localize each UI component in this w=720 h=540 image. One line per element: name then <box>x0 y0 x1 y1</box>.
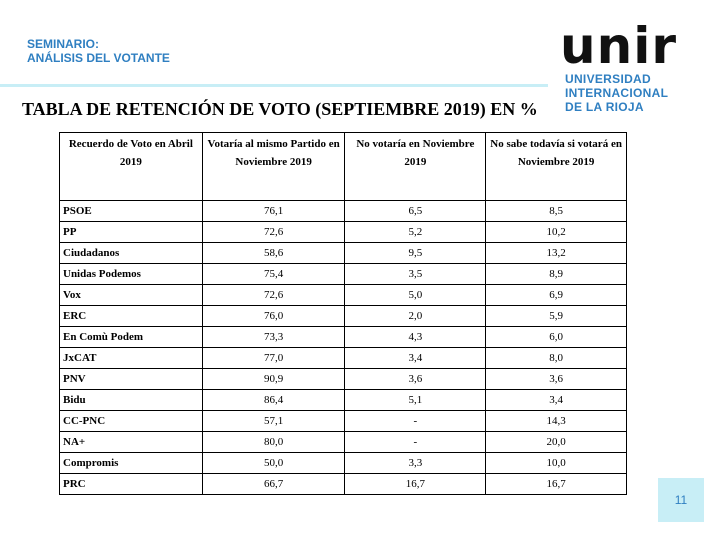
header-divider <box>0 84 548 87</box>
undecided-cell: 8,0 <box>485 347 627 369</box>
party-cell: Bidu <box>59 389 203 411</box>
column-header-not-vote: No votaría en Noviembre 2019 <box>344 132 487 201</box>
logo-line-2: INTERNACIONAL <box>565 86 669 100</box>
seminar-label: SEMINARIO: <box>27 37 99 51</box>
column-header-vote-recall: Recuerdo de Voto en Abril 2019 <box>59 132 203 201</box>
table-row: Unidas Podemos 75,4 3,5 8,9 <box>59 263 627 285</box>
not-vote-cell: 2,0 <box>344 305 487 327</box>
same-party-cell: 76,1 <box>201 200 346 222</box>
not-vote-cell: - <box>344 410 487 432</box>
not-vote-cell: 16,7 <box>344 473 487 495</box>
slide-title: TABLA DE RETENCIÓN DE VOTO (SEPTIEMBRE 2… <box>22 99 538 119</box>
party-cell: Vox <box>59 284 203 306</box>
table-row: PP 72,6 5,2 10,2 <box>59 221 627 243</box>
table-body: PSOE 76,1 6,5 8,5 PP 72,6 5,2 10,2 Ciudadanos 58,… <box>59 200 627 495</box>
column-header-undecided: No sabe todavía si votará en Noviembre 2… <box>485 132 627 201</box>
table-row: CC-PNC 57,1-14,3 <box>59 410 627 432</box>
party-cell: CC-PNC <box>59 410 203 432</box>
table-row: Compromis 50,0 3,3 10,0 <box>59 452 627 474</box>
table-row: Vox 72,6 5,0 6,9 <box>59 284 627 306</box>
undecided-cell: 6,0 <box>485 326 627 348</box>
retention-table: Recuerdo de Voto en Abril 2019 Votaría a… <box>59 132 627 495</box>
party-cell: PNV <box>59 368 203 390</box>
same-party-cell: 76,0 <box>201 305 346 327</box>
same-party-cell: 72,6 <box>201 221 346 243</box>
party-cell: NA+ <box>59 431 203 453</box>
undecided-cell: 10,2 <box>485 221 627 243</box>
party-cell: ERC <box>59 305 203 327</box>
same-party-cell: 50,0 <box>201 452 346 474</box>
undecided-cell: 8,5 <box>485 200 627 222</box>
undecided-cell: 3,6 <box>485 368 627 390</box>
table-row: PSOE 76,1 6,5 8,5 <box>59 200 627 222</box>
logo-wordmark: unir <box>560 17 677 75</box>
same-party-cell: 75,4 <box>201 263 346 285</box>
same-party-cell: 86,4 <box>201 389 346 411</box>
table-header-row: Recuerdo de Voto en Abril 2019 Votaría a… <box>59 132 627 201</box>
party-cell: PRC <box>59 473 203 495</box>
same-party-cell: 80,0 <box>201 431 346 453</box>
same-party-cell: 57,1 <box>201 410 346 432</box>
not-vote-cell: 3,6 <box>344 368 487 390</box>
undecided-cell: 3,4 <box>485 389 627 411</box>
not-vote-cell: - <box>344 431 487 453</box>
table-row: En Comù Podem 73,3 4,3 6,0 <box>59 326 627 348</box>
party-cell: Unidas Podemos <box>59 263 203 285</box>
undecided-cell: 6,9 <box>485 284 627 306</box>
table-row: ERC 76,0 2,0 5,9 <box>59 305 627 327</box>
undecided-cell: 16,7 <box>485 473 627 495</box>
party-cell: PSOE <box>59 200 203 222</box>
table-row: PNV 90,9 3,6 3,6 <box>59 368 627 390</box>
same-party-cell: 72,6 <box>201 284 346 306</box>
party-cell: Compromis <box>59 452 203 474</box>
party-cell: PP <box>59 221 203 243</box>
not-vote-cell: 5,2 <box>344 221 487 243</box>
undecided-cell: 13,2 <box>485 242 627 264</box>
column-header-same-party: Votaría al mismo Partido en Noviembre 20… <box>201 132 346 201</box>
same-party-cell: 90,9 <box>201 368 346 390</box>
undecided-cell: 14,3 <box>485 410 627 432</box>
logo-line-3: DE LA RIOJA <box>565 100 644 114</box>
same-party-cell: 66,7 <box>201 473 346 495</box>
undecided-cell: 8,9 <box>485 263 627 285</box>
seminar-subtitle: ANÁLISIS DEL VOTANTE <box>27 51 170 65</box>
undecided-cell: 20,0 <box>485 431 627 453</box>
same-party-cell: 77,0 <box>201 347 346 369</box>
not-vote-cell: 3,5 <box>344 263 487 285</box>
not-vote-cell: 5,0 <box>344 284 487 306</box>
page-number: 11 <box>658 478 704 522</box>
same-party-cell: 73,3 <box>201 326 346 348</box>
logo-line-1: UNIVERSIDAD <box>565 72 651 86</box>
party-cell: Ciudadanos <box>59 242 203 264</box>
not-vote-cell: 6,5 <box>344 200 487 222</box>
party-cell: JxCAT <box>59 347 203 369</box>
table-row: NA+ 80,0-20,0 <box>59 431 627 453</box>
not-vote-cell: 3,3 <box>344 452 487 474</box>
table-row: PRC 66,7 16,7 16,7 <box>59 473 627 495</box>
unir-logo: unir UNIVERSIDAD INTERNACIONAL DE LA RIO… <box>560 20 700 115</box>
not-vote-cell: 3,4 <box>344 347 487 369</box>
same-party-cell: 58,6 <box>201 242 346 264</box>
table-row: Bidu 86,4 5,1 3,4 <box>59 389 627 411</box>
undecided-cell: 5,9 <box>485 305 627 327</box>
not-vote-cell: 9,5 <box>344 242 487 264</box>
table-row: Ciudadanos 58,6 9,5 13,2 <box>59 242 627 264</box>
party-cell: En Comù Podem <box>59 326 203 348</box>
not-vote-cell: 4,3 <box>344 326 487 348</box>
table-row: JxCAT 77,0 3,4 8,0 <box>59 347 627 369</box>
undecided-cell: 10,0 <box>485 452 627 474</box>
not-vote-cell: 5,1 <box>344 389 487 411</box>
